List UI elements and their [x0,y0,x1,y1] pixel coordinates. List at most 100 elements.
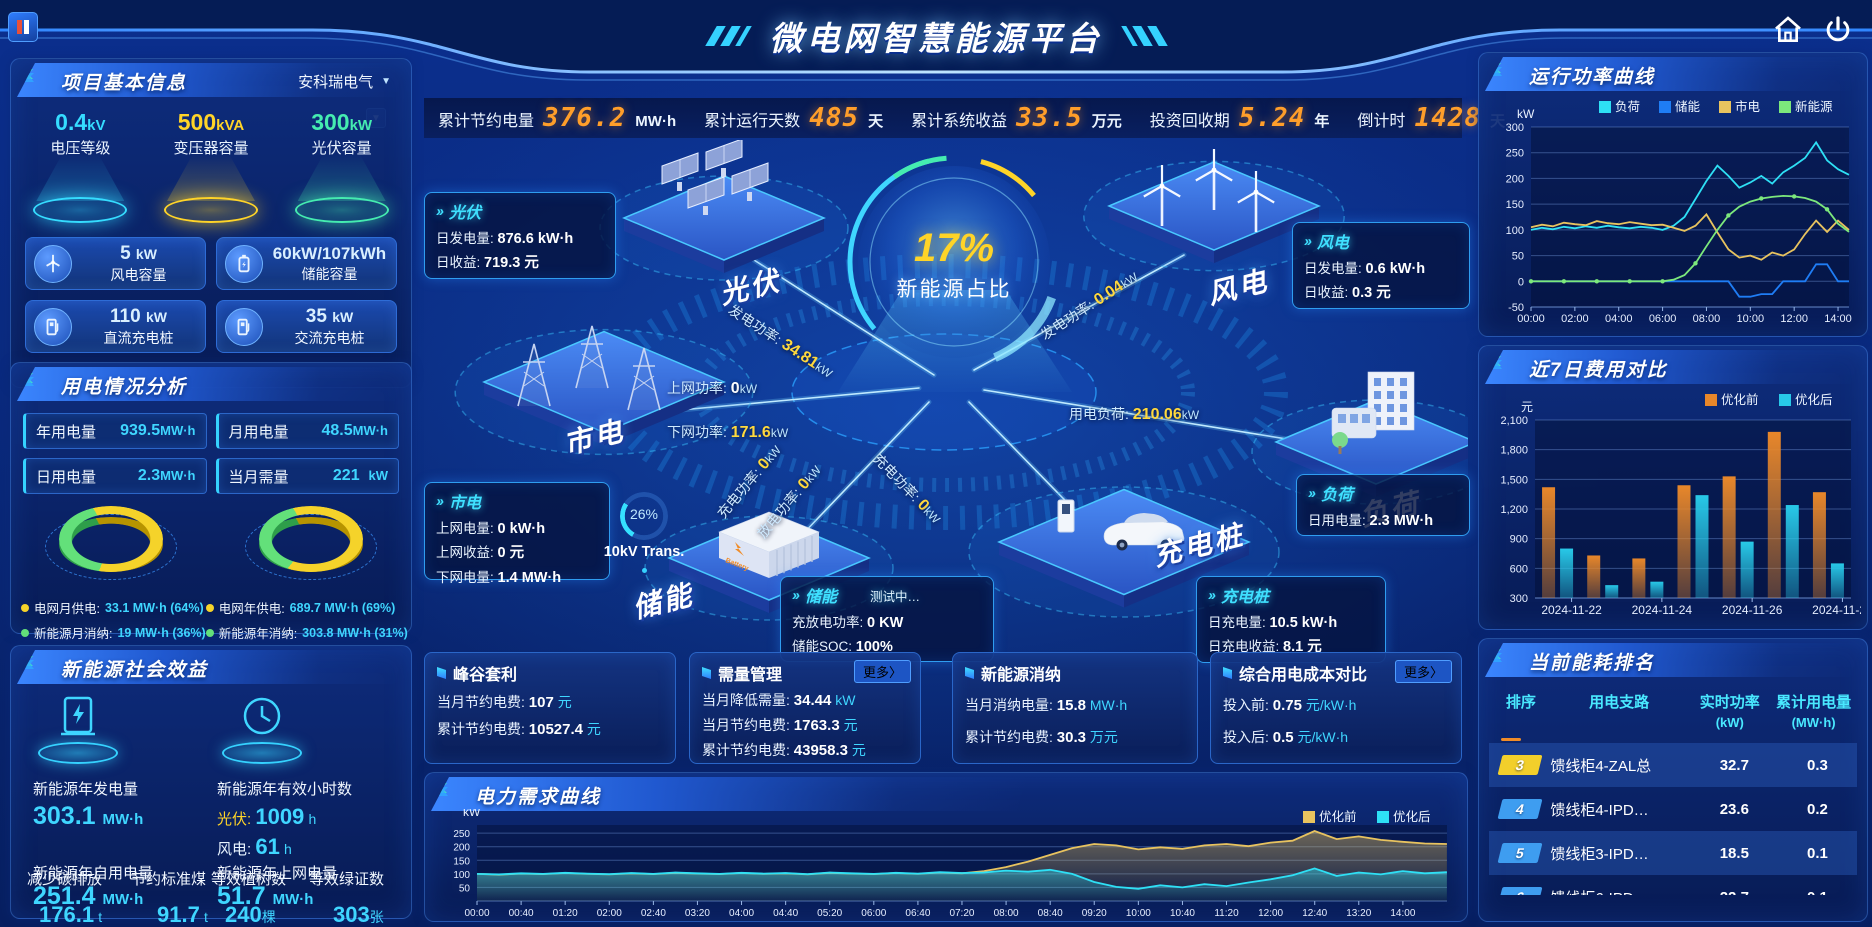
panel-flag-icon [19,65,43,89]
y-tick-label: 250 [1506,148,1524,160]
benefit-gen-value: 303.1 MW·h [33,802,144,830]
x-tick-label: 2024-11-26 [1722,603,1783,617]
dc-charger-icon [34,307,72,346]
info-box-storage: ›› 储能 测试中… 充放电功率: 0 KW 储能SOC: 100% [780,576,994,662]
data-point [1726,213,1731,218]
x-tick-label: 01:20 [553,908,578,919]
platform [599,175,849,281]
yellow-dot-icon [205,603,214,612]
more-button[interactable]: 更多〉 [1394,660,1452,683]
y-tick-label: 150 [453,856,470,867]
company-selector[interactable]: 安科瑞电气 ▼ [298,74,391,91]
bar-优化前-2024-11-26 [1722,476,1736,598]
x-tick-label: 11:20 [1214,908,1239,919]
y-tick-label: 300 [1506,122,1524,134]
legend-swatch-icon [1779,101,1791,113]
info-box-solar: ›› 光伏 日发电量: 876.6 kW·h 日收益: 719.3 元 [424,192,616,279]
ranking-table-header: 排序 用电支路 实时功率 (kW) 累计用电量 (MW·h) [1505,694,1852,730]
home-icon[interactable] [1772,14,1804,46]
panel-flag-icon [1487,352,1511,376]
app-logo[interactable] [8,12,38,42]
podium-voltage: 0.4kV 电压等级 [20,109,140,225]
y-axis-unit: 元 [1521,400,1533,414]
bar-优化后-2024-11-22 [1560,548,1574,598]
header-band [0,0,1872,81]
bar-优化后-2024-11-23 [1605,585,1619,598]
x-tick-label: 09:20 [1082,908,1107,919]
series-line-0 [1530,140,1850,231]
donut-legends: 电网月供电: 33.1 MW·h (64%) 电网年供电: 689.7 MW·h (… [11,590,411,642]
y-tick-label: 150 [1506,199,1524,211]
x-tick-label: 05:20 [817,908,842,919]
panel-social-benefit: 新能源社会效益 新能源年发电量 303.1 MW·h 新能源年有效小时数 光伏:… [10,645,412,927]
benefit-hours-label: 新能源年有效小时数 [217,781,353,798]
y-axis-unit: kW [463,809,481,819]
stat-year-usage: 年用电量 939.5MW·h [23,413,207,449]
table-row[interactable]: 3 馈线柜4-ZAL总 32.7 0.3 [1489,743,1857,787]
y-tick-label: 50 [459,883,471,894]
bar-优化前-2024-11-24 [1632,558,1646,598]
storage-status-badge: 测试中… [870,589,921,604]
more-button[interactable]: 更多〉 [853,660,911,683]
legend-swatch-icon [1659,101,1671,113]
benefit-coal-label: 节约标准煤 [131,871,207,888]
bar-优化前-2024-11-22 [1542,487,1556,598]
flow-load-demand: 用电负荷: 210.06kW [1069,406,1200,423]
supply-donut-charts [11,498,411,590]
x-tick-label: 06:00 [1649,313,1677,325]
y-tick-label: 2,100 [1500,415,1528,427]
demand-curve-chart[interactable]: 50 100 150 200 250 kW 00:00 00:40 01:20 02:00 02:4… [433,809,1461,919]
panel-power-curve: 运行功率曲线 -50 0 50 100 150 200 250 300 kW 00:00 02:00… [1478,52,1868,337]
legend-renewable-month: 新能源月消纳: 19 MW·h (36%) [21,623,206,642]
card-demand-management: 需量管理 更多〉 当月降低需量: 34.44 kW 当月节约电费: 1763.3… [689,652,921,764]
legend-swatch-icon [1599,101,1611,113]
benefit-coal-value: 91.7 t [157,902,208,927]
transformer-load-gauge [620,492,668,540]
panel-title: 用电情况分析 [61,377,188,398]
y-tick-label: 50 [1512,251,1524,263]
table-row[interactable]: 4 馈线柜4-IPD… 23.6 0.2 [1489,787,1857,831]
legend-item: 优化后 [1393,810,1431,824]
table-row[interactable]: 6 馈线柜6-IPD 22.7 0.1 [1489,875,1857,895]
x-tick-label: 06:00 [861,908,886,919]
panel-cost-compare: 近7日费用对比 300 600 900 1,200 1,500 1,800 2,100 元 20… [1478,345,1868,630]
y-tick-label: 900 [1510,534,1528,546]
chevron-icon: ›› [436,492,444,510]
energy-flow-scene: Battery 17% 新能源占比 光伏 风电 市电 储能 充电桩 负荷 ››光… [424,140,1470,663]
x-tick-label: 04:00 [1605,313,1633,325]
card-flag-icon [702,667,711,679]
x-tick-label: 2024-11-22 [1541,603,1602,617]
power-icon[interactable] [1822,14,1854,46]
panel-benefit-header: 新能源社会效益 [17,650,405,684]
table-row[interactable]: 5 馈线柜3-IPD… 18.5 0.1 [1489,831,1857,875]
green-dot-icon [205,628,214,637]
panel-title: 运行功率曲线 [1529,67,1656,88]
x-tick-label: 02:00 [1561,313,1589,325]
renewable-share: 17% 新能源占比 [859,226,1049,303]
legend-swatch-icon [1377,811,1389,823]
x-tick-label: 03:20 [685,908,710,919]
panel-ranking-header: 当前能耗排名 [1485,643,1861,677]
ranking-rows[interactable]: 3 馈线柜4-ZAL总 32.7 0.3 4 馈线柜4-IPD… 23.6 0.… [1489,743,1857,895]
bar-优化后-2024-11-27 [1785,505,1799,598]
panel-flag-icon [433,779,457,803]
tile-ac-charger: 35 kW 交流充电桩 [216,300,397,353]
legend-swatch-icon [1705,394,1717,406]
header: 微电网智慧能源平台 [0,12,1872,60]
chevron-icon: ›› [1304,232,1312,250]
y-tick-label: 600 [1510,563,1528,575]
donut-month [31,498,191,590]
chevron-down-icon: ▼ [381,76,391,87]
transformer-load-pct: 26% [629,506,659,522]
panel-project-info: 项目基本信息 安科瑞电气 ▼ 0.4kV 电压等级 500kVA 变压器容量 30… [10,58,412,388]
x-tick-label: 08:00 [994,908,1019,919]
x-tick-label: 10:00 [1737,313,1765,325]
data-point [1561,279,1567,284]
panel-usage-analysis: 用电情况分析 年用电量 939.5MW·h 月用电量 48.5MW·h 日用电量 2.… [10,362,412,641]
card-peak-valley: 峰谷套利 当月节约电费: 107 元 累计节约电费: 10527.4 元 [424,652,676,764]
x-tick-label: 10:40 [1170,908,1195,919]
bar-优化前-2024-11-28 [1812,492,1826,598]
info-box-grid: ›› 市电 上网电量: 0 kW·h 上网收益: 0 元 下网电量: 1.4 MW… [424,482,610,586]
power-curve-chart[interactable]: -50 0 50 100 150 200 250 300kW 00:00 02:00 04:00 06… [1487,93,1861,331]
